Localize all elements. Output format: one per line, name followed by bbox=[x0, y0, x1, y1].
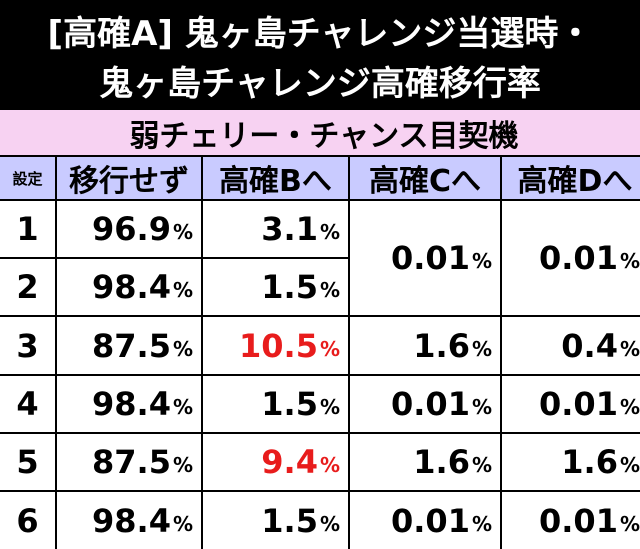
rate-table: 弱チェリー・チャンス目契機 設定 移行せず 高確Bへ 高確Cへ 高確Dへ 1 9… bbox=[0, 110, 640, 549]
header-setting: 設定 bbox=[0, 157, 55, 199]
header-high-b: 高確Bへ bbox=[203, 157, 348, 199]
value-no-transition: 96.9% bbox=[57, 201, 201, 257]
setting-label: 4 bbox=[0, 376, 55, 432]
value-high-d: 0.01% bbox=[502, 492, 640, 549]
page-title-line-2: 鬼ヶ島チャレンジ高確移行率 bbox=[99, 64, 541, 104]
value-no-transition: 87.5% bbox=[57, 317, 201, 374]
value-no-transition: 87.5% bbox=[57, 434, 201, 490]
value-high-d: 1.6% bbox=[502, 434, 640, 490]
value-high-b: 1.5% bbox=[203, 259, 348, 315]
value-high-d-settings-1-2: 0.01% bbox=[502, 201, 640, 315]
setting-label: 1 bbox=[0, 201, 55, 257]
value-high-c-settings-1-2: 0.01% bbox=[350, 201, 500, 315]
value-high-d: 0.01% bbox=[502, 376, 640, 432]
value-high-c: 0.01% bbox=[350, 492, 500, 549]
value-high-c: 1.6% bbox=[350, 434, 500, 490]
header-no-transition: 移行せず bbox=[57, 157, 201, 199]
value-high-c: 1.6% bbox=[350, 317, 500, 374]
setting-label: 3 bbox=[0, 317, 55, 374]
table-caption: 弱チェリー・チャンス目契機 bbox=[0, 110, 640, 155]
page-header: [高確A] 鬼ヶ島チャレンジ当選時・ 鬼ヶ島チャレンジ高確移行率 bbox=[0, 0, 640, 110]
value-high-b-highlight: 9.4% bbox=[203, 434, 348, 490]
setting-label: 2 bbox=[0, 259, 55, 315]
header-high-d: 高確Dへ bbox=[502, 157, 640, 199]
value-high-b: 1.5% bbox=[203, 376, 348, 432]
value-no-transition: 98.4% bbox=[57, 492, 201, 549]
page-title-line-1: [高確A] 鬼ヶ島チャレンジ当選時・ bbox=[47, 14, 593, 54]
value-high-d: 0.4% bbox=[502, 317, 640, 374]
setting-label: 6 bbox=[0, 492, 55, 549]
header-high-c: 高確Cへ bbox=[350, 157, 500, 199]
value-no-transition: 98.4% bbox=[57, 376, 201, 432]
value-high-b: 1.5% bbox=[203, 492, 348, 549]
value-high-b: 3.1% bbox=[203, 201, 348, 257]
value-no-transition: 98.4% bbox=[57, 259, 201, 315]
value-high-b-highlight: 10.5% bbox=[203, 317, 348, 374]
value-high-c: 0.01% bbox=[350, 376, 500, 432]
setting-label: 5 bbox=[0, 434, 55, 490]
